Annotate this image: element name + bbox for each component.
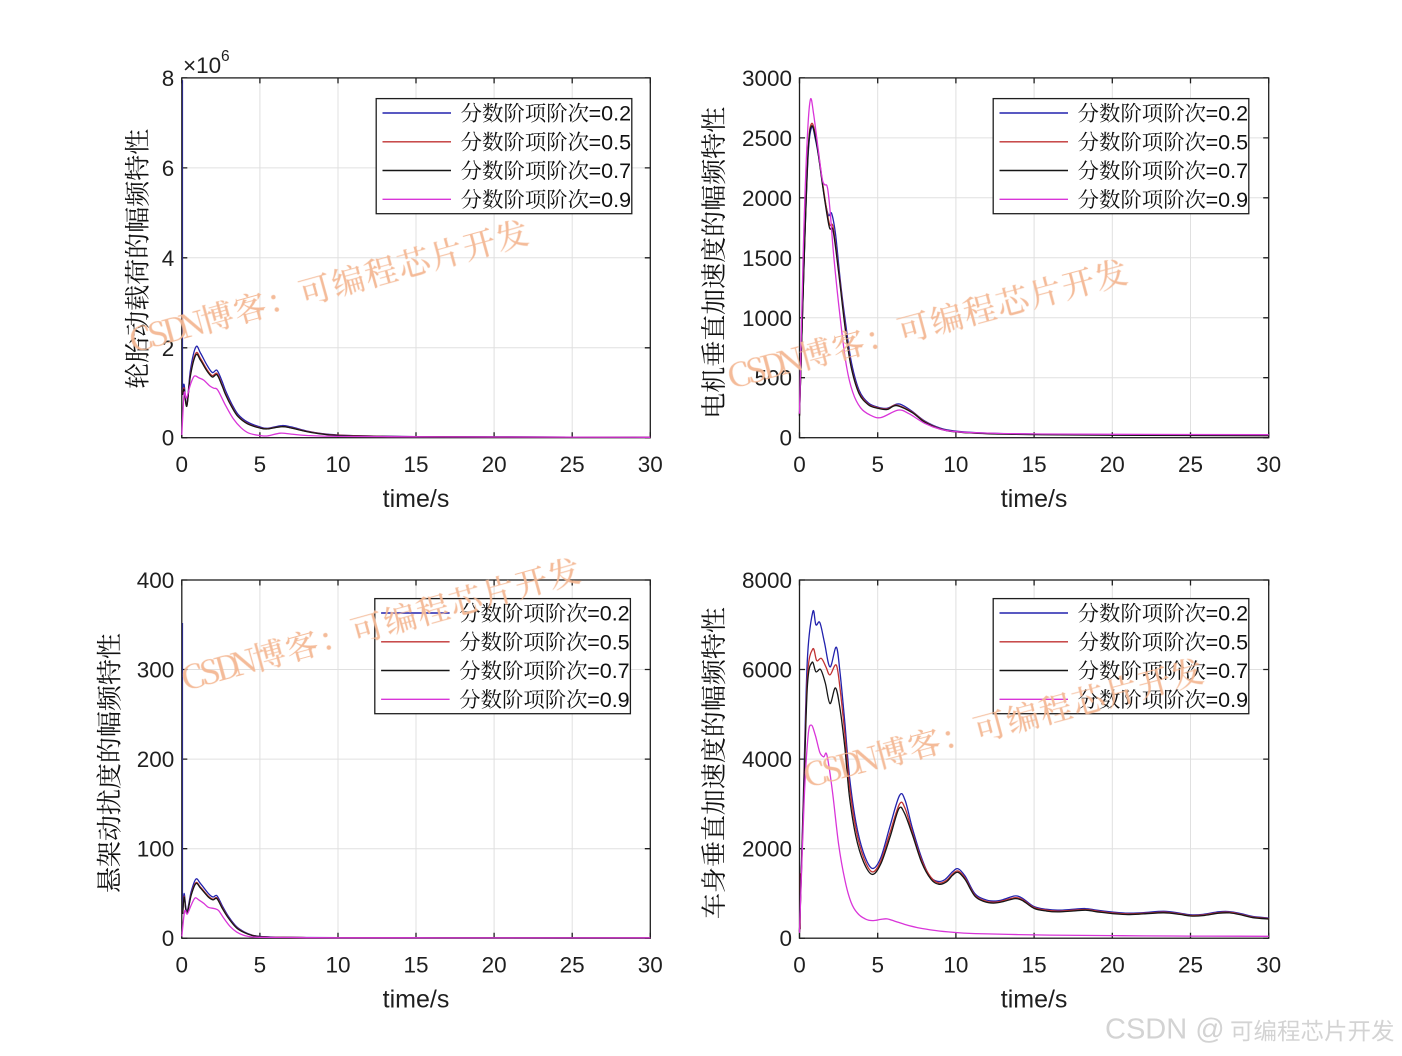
svg-text:1500: 1500 bbox=[742, 246, 792, 271]
svg-text:=0.2: =0.2 bbox=[1206, 102, 1248, 126]
svg-text:=0.9: =0.9 bbox=[587, 688, 629, 712]
svg-text:=0.5: =0.5 bbox=[1206, 130, 1248, 154]
svg-text:20: 20 bbox=[1100, 452, 1125, 477]
svg-text:300: 300 bbox=[137, 658, 175, 683]
svg-text:0: 0 bbox=[162, 426, 175, 451]
svg-text:10: 10 bbox=[943, 953, 968, 978]
svg-text:=0.5: =0.5 bbox=[587, 630, 629, 654]
svg-text:time/s: time/s bbox=[383, 986, 450, 1014]
svg-text:4: 4 bbox=[162, 246, 175, 271]
svg-text:=0.9: =0.9 bbox=[589, 188, 631, 212]
svg-text:=0.7: =0.7 bbox=[1206, 159, 1248, 183]
svg-text:30: 30 bbox=[638, 953, 663, 978]
svg-text:=0.7: =0.7 bbox=[589, 159, 631, 183]
svg-text:4000: 4000 bbox=[742, 747, 792, 772]
svg-text:6: 6 bbox=[162, 156, 175, 181]
svg-text:time/s: time/s bbox=[1001, 485, 1068, 513]
svg-text:30: 30 bbox=[638, 452, 663, 477]
svg-text:10: 10 bbox=[325, 953, 350, 978]
svg-text:=0.5: =0.5 bbox=[1206, 630, 1248, 654]
svg-text:20: 20 bbox=[482, 452, 507, 477]
svg-text:time/s: time/s bbox=[383, 485, 450, 513]
svg-text:=0.2: =0.2 bbox=[1206, 602, 1248, 626]
svg-text:6: 6 bbox=[221, 48, 230, 65]
svg-text:2000: 2000 bbox=[742, 837, 792, 862]
svg-text:5: 5 bbox=[871, 452, 884, 477]
svg-text:15: 15 bbox=[1022, 953, 1047, 978]
svg-text:0: 0 bbox=[176, 953, 189, 978]
svg-text:CSDN @: CSDN @ bbox=[1105, 1014, 1225, 1046]
svg-text:10: 10 bbox=[325, 452, 350, 477]
svg-text:=0.9: =0.9 bbox=[1206, 688, 1248, 712]
svg-text:25: 25 bbox=[560, 953, 585, 978]
svg-text:=0.2: =0.2 bbox=[589, 102, 631, 126]
svg-text:200: 200 bbox=[137, 747, 175, 772]
svg-text:5: 5 bbox=[871, 953, 884, 978]
svg-text:25: 25 bbox=[560, 452, 585, 477]
svg-text:0: 0 bbox=[779, 926, 792, 951]
svg-text:100: 100 bbox=[137, 837, 175, 862]
svg-text:3000: 3000 bbox=[742, 66, 792, 91]
svg-text:=0.7: =0.7 bbox=[1206, 659, 1248, 683]
svg-text:15: 15 bbox=[1022, 452, 1047, 477]
svg-text:8: 8 bbox=[162, 66, 175, 91]
svg-text:30: 30 bbox=[1256, 953, 1281, 978]
svg-text:=0.2: =0.2 bbox=[587, 602, 629, 626]
svg-text:25: 25 bbox=[1178, 452, 1203, 477]
svg-text:25: 25 bbox=[1178, 953, 1203, 978]
svg-text:0: 0 bbox=[793, 452, 806, 477]
svg-text:400: 400 bbox=[137, 568, 175, 593]
svg-text:20: 20 bbox=[482, 953, 507, 978]
svg-text:=0.5: =0.5 bbox=[589, 130, 631, 154]
svg-text:15: 15 bbox=[403, 452, 428, 477]
svg-text:20: 20 bbox=[1100, 953, 1125, 978]
svg-text:5: 5 bbox=[254, 452, 267, 477]
svg-text:8000: 8000 bbox=[742, 568, 792, 593]
svg-text:2000: 2000 bbox=[742, 186, 792, 211]
svg-text:0: 0 bbox=[793, 953, 806, 978]
svg-text:2500: 2500 bbox=[742, 126, 792, 151]
svg-text:1000: 1000 bbox=[742, 306, 792, 331]
svg-text:10: 10 bbox=[943, 452, 968, 477]
svg-text:30: 30 bbox=[1256, 452, 1281, 477]
svg-text:0: 0 bbox=[779, 426, 792, 451]
svg-text:=0.7: =0.7 bbox=[587, 659, 629, 683]
svg-text:6000: 6000 bbox=[742, 658, 792, 683]
svg-text:0: 0 bbox=[176, 452, 189, 477]
svg-text:×10: ×10 bbox=[183, 53, 221, 78]
svg-text:time/s: time/s bbox=[1001, 986, 1068, 1014]
svg-text:0: 0 bbox=[162, 926, 175, 951]
svg-text:5: 5 bbox=[254, 953, 267, 978]
svg-text:=0.9: =0.9 bbox=[1206, 188, 1248, 212]
svg-text:15: 15 bbox=[403, 953, 428, 978]
